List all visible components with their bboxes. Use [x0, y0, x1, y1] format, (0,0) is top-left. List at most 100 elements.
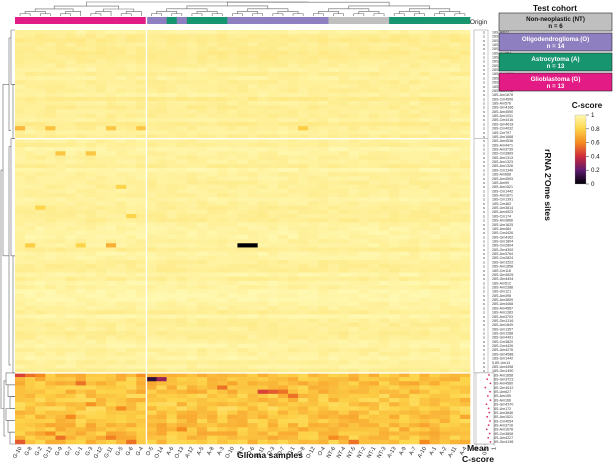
heatmap-cell: [146, 268, 157, 273]
heatmap-cell: [449, 318, 461, 324]
heatmap-cell: [459, 314, 471, 319]
heatmap-cell: [298, 42, 309, 48]
heatmap-cell: [35, 322, 46, 328]
heatmap-cell: [348, 243, 360, 248]
heatmap-cell: [328, 406, 339, 411]
column-group-swatch: [389, 17, 400, 24]
heatmap-cell: [277, 347, 289, 353]
heatmap-cell: [15, 322, 26, 328]
heatmap-cell: [166, 268, 178, 273]
heatmap-cell: [217, 176, 228, 181]
heatmap-cell: [227, 264, 238, 269]
column-label: G-11: [103, 446, 114, 459]
heatmap-cell: [207, 67, 218, 73]
heatmap-cell: [116, 197, 127, 202]
heatmap-cell: [35, 67, 46, 73]
heatmap-cell: [126, 423, 137, 428]
heatmap-cell: [237, 243, 248, 248]
heatmap-cell: [95, 218, 107, 223]
heatmap-cell: [409, 134, 420, 140]
row-origin-marker: s: [483, 239, 485, 243]
heatmap-cell: [85, 67, 97, 73]
heatmap-cell: [247, 209, 258, 215]
heatmap-cell: [166, 63, 178, 68]
heatmap-cell: [277, 385, 289, 390]
heatmap-cell: [227, 251, 238, 257]
heatmap-cell: [106, 134, 117, 140]
heatmap-cell: [429, 76, 440, 81]
heatmap-cell: [419, 268, 430, 273]
heatmap-cell: [227, 80, 238, 85]
heatmap-cell: [166, 427, 178, 432]
heatmap-cell: [379, 84, 390, 89]
heatmap-cell: [25, 88, 36, 94]
heatmap-cell: [217, 418, 228, 424]
heatmap-cell: [217, 67, 228, 73]
heatmap-cell: [449, 96, 461, 102]
heatmap-cell: [136, 113, 147, 119]
heatmap-cell: [116, 260, 127, 265]
heatmap-cell: [439, 130, 451, 135]
heatmap-cell: [156, 222, 167, 227]
heatmap-cell: [95, 372, 107, 378]
heatmap-cell: [277, 318, 289, 324]
heatmap-cell: [207, 368, 218, 374]
heatmap-cell: [328, 402, 339, 407]
row-label: 28S-Gm4494: [492, 277, 513, 281]
heatmap-cell: [389, 297, 400, 303]
heatmap-cell: [156, 151, 167, 156]
column-dendrogram-branch: [272, 13, 284, 16]
heatmap-cell: [247, 168, 258, 173]
heatmap-cell: [429, 42, 440, 48]
heatmap-cell: [298, 71, 309, 77]
heatmap-cell: [257, 427, 269, 432]
heatmap-cell: [126, 188, 137, 194]
heatmap-cell: [126, 360, 137, 365]
heatmap-cell: [288, 147, 299, 152]
row-label: 28S-Um1357: [492, 327, 513, 331]
heatmap-cell: [146, 168, 157, 173]
heatmap-cell: [116, 439, 127, 445]
heatmap-cell: [227, 134, 238, 140]
column-label: A-4: [459, 446, 469, 457]
heatmap-cell: [429, 188, 440, 194]
heatmap-cell: [328, 122, 339, 127]
heatmap-cell: [75, 423, 87, 428]
heatmap-cell: [247, 38, 258, 43]
heatmap-cell: [75, 318, 87, 324]
heatmap-cell: [429, 34, 440, 39]
heatmap-cell: [298, 251, 309, 257]
heatmap-cell: [156, 92, 167, 98]
heatmap-cell: [379, 42, 390, 48]
heatmap-cell: [106, 42, 117, 48]
heatmap-cell: [409, 155, 420, 160]
heatmap-cell: [358, 435, 370, 441]
heatmap-cell: [85, 50, 97, 56]
heatmap-cell: [247, 80, 258, 85]
row-dendrogram-branch: [10, 29, 15, 85]
heatmap-cell: [156, 109, 167, 114]
heatmap-cell: [257, 251, 269, 257]
heatmap-cell: [15, 251, 26, 257]
heatmap-cell: [126, 113, 137, 119]
heatmap-cell: [298, 289, 309, 294]
heatmap-cell: [257, 197, 269, 202]
heatmap-cell: [25, 427, 36, 432]
heatmap-cell: [257, 101, 269, 106]
heatmap-cell: [389, 423, 400, 428]
heatmap-cell: [106, 30, 117, 35]
heatmap-cell: [338, 427, 349, 432]
heatmap-cell: [106, 272, 117, 278]
heatmap-cell: [298, 260, 309, 265]
heatmap-cell: [146, 306, 157, 311]
heatmap-cell: [298, 193, 309, 198]
heatmap-cell: [439, 326, 451, 332]
heatmap-cell: [379, 268, 390, 273]
heatmap-cell: [338, 201, 349, 206]
heatmap-cell: [389, 243, 400, 248]
heatmap-cell: [106, 34, 117, 39]
heatmap-cell: [298, 172, 309, 177]
heatmap-cell: [95, 34, 107, 39]
heatmap-cell: [379, 310, 390, 315]
heatmap-cell: [298, 209, 309, 215]
